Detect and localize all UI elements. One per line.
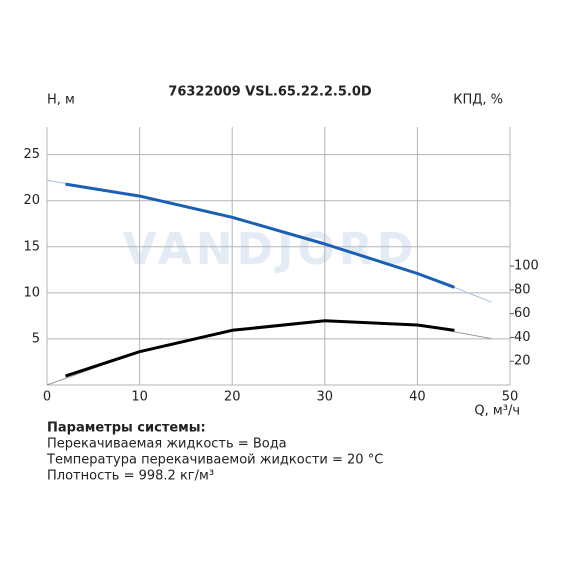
y-tick-label: 20	[23, 193, 40, 208]
parameter-line: Плотность = 998.2 кг/м³	[47, 469, 214, 484]
x-tick-label: 20	[224, 390, 241, 405]
watermark: VANDJORD	[123, 224, 418, 275]
y2-axis-label: КПД, %	[453, 93, 503, 108]
y2-tick-label: 80	[514, 282, 531, 297]
y2-tick-label: 40	[514, 330, 531, 345]
parameter-line: Температура перекачиваемой жидкости = 20…	[46, 453, 383, 468]
y-tick-label: 25	[23, 147, 40, 162]
parameter-line: Перекачиваемая жидкость = Вода	[47, 437, 287, 452]
curve	[46, 320, 492, 386]
y2-tick-label: 60	[514, 306, 531, 321]
y-axis-label: H, м	[47, 93, 75, 108]
y2-tick-label: 100	[514, 259, 539, 274]
parameters-title: Параметры системы:	[47, 421, 206, 436]
curve	[65, 319, 455, 378]
y-tick-label: 5	[32, 331, 40, 346]
x-tick-label: 40	[409, 390, 426, 405]
chart-title: 76322009 VSL.65.22.2.5.0D	[168, 85, 372, 100]
x-tick-label: 0	[43, 390, 51, 405]
x-tick-label: 50	[502, 390, 519, 405]
x-axis-label: Q, м³/ч	[474, 404, 520, 419]
y-tick-label: 10	[23, 285, 40, 300]
y2-tick-label: 20	[514, 354, 531, 369]
x-tick-label: 10	[131, 390, 148, 405]
y-tick-label: 15	[23, 239, 40, 254]
curve	[65, 182, 455, 289]
x-tick-label: 30	[317, 390, 334, 405]
